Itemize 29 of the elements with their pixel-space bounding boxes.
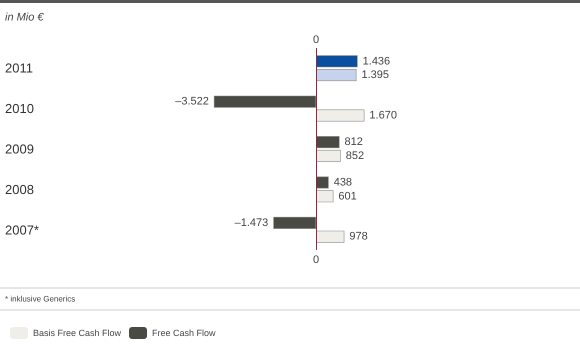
y-tick-label: 2010 xyxy=(5,101,34,116)
text: 0 xyxy=(312,254,320,266)
bar xyxy=(214,96,316,108)
y-tick-label: 2008 xyxy=(5,182,34,197)
bar xyxy=(316,110,364,122)
bar xyxy=(316,136,340,148)
data-label: 601 xyxy=(338,190,357,202)
data-label: 978 xyxy=(349,230,368,243)
data-label: –1.473 xyxy=(234,216,268,229)
data-label: 438 xyxy=(334,176,352,188)
y-tick-label: 2009 xyxy=(5,142,34,156)
data-label: 852 xyxy=(346,150,364,162)
data-label: 1.395 xyxy=(361,69,389,82)
y-tick-label: 2007* xyxy=(5,222,39,238)
bar xyxy=(316,150,341,162)
data-label: 1.670 xyxy=(369,110,397,122)
y-tick-label: 2011 xyxy=(5,60,33,76)
data-label: 1.436 xyxy=(362,55,390,68)
data-label: 812 xyxy=(344,136,363,148)
bar xyxy=(273,216,316,229)
text: 0 xyxy=(312,34,320,46)
legend-label: Basis Free Cash Flow xyxy=(33,328,122,338)
data-label: –3.522 xyxy=(175,96,209,108)
bar xyxy=(316,190,334,202)
bar xyxy=(316,230,344,243)
text: * inklusive Generics xyxy=(5,294,76,304)
bar xyxy=(316,176,329,188)
legend-label: Free Cash Flow xyxy=(152,328,216,338)
text: in Mio € xyxy=(5,12,44,24)
